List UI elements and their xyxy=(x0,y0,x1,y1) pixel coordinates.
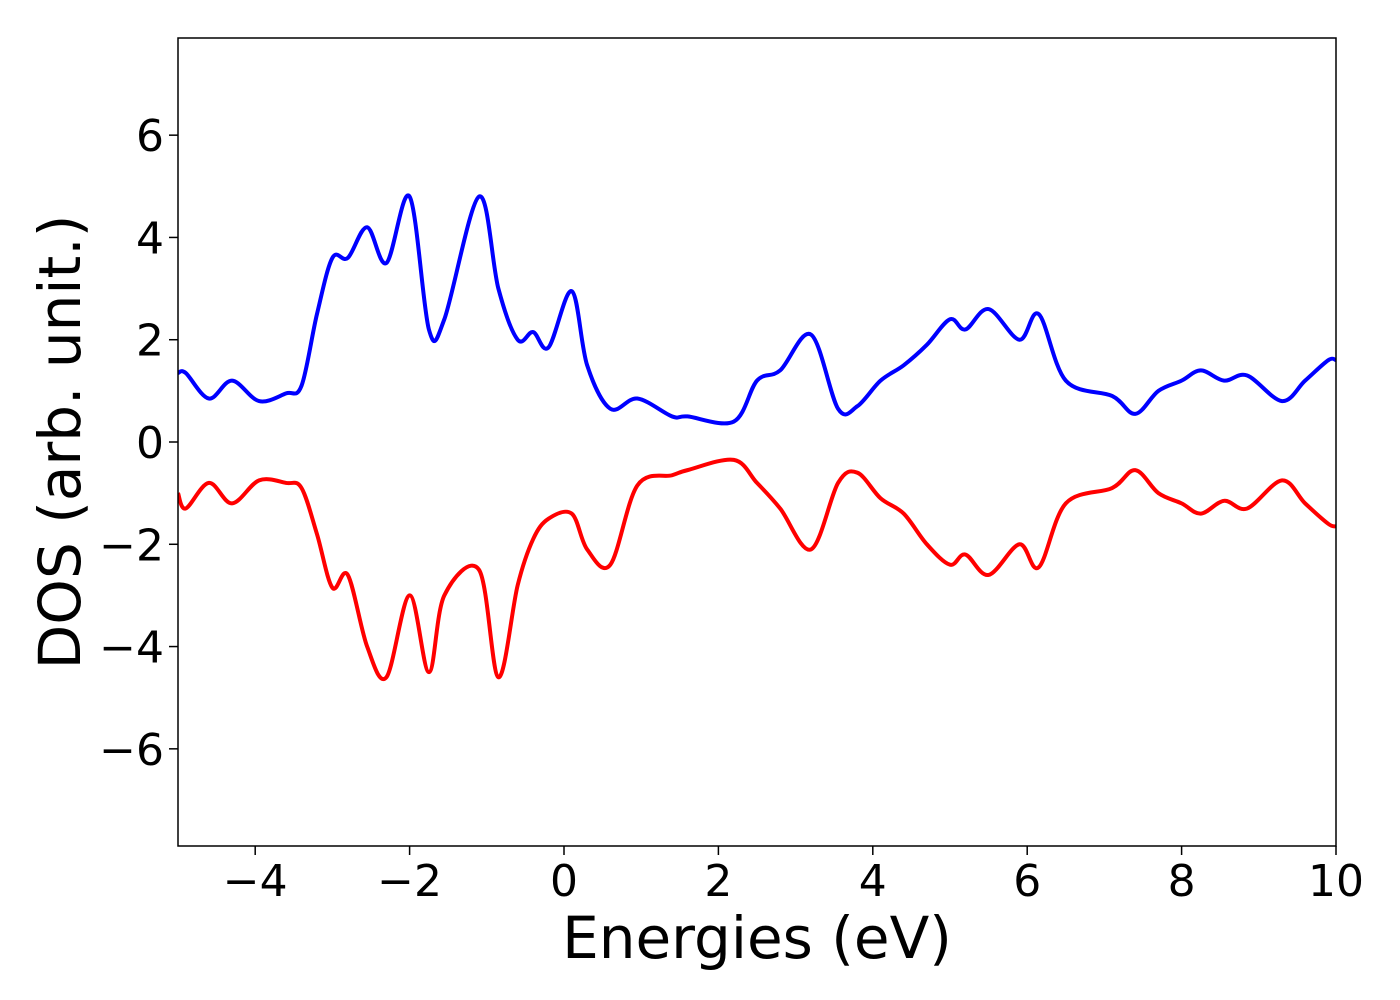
y-tick-label: 4 xyxy=(136,213,164,264)
x-tick-label: 4 xyxy=(859,856,887,907)
y-axis-label: DOS (arb. unit.) xyxy=(26,215,94,670)
x-axis-label: Energies (eV) xyxy=(562,904,952,972)
x-tick-label: 6 xyxy=(1013,856,1041,907)
dos-line xyxy=(178,457,1336,682)
x-tick-label: −2 xyxy=(377,856,442,907)
x-tick-label: 8 xyxy=(1168,856,1196,907)
x-tick-label: 2 xyxy=(704,856,732,907)
y-tick-label: −2 xyxy=(99,520,164,571)
y-tick-label: 6 xyxy=(136,111,164,162)
x-tick-label: 10 xyxy=(1308,856,1364,907)
y-tick-label: −4 xyxy=(99,623,164,674)
x-tick-label: −4 xyxy=(223,856,288,907)
y-tick-label: −6 xyxy=(99,725,164,776)
dos-line xyxy=(178,193,1336,426)
plot-frame xyxy=(177,37,1337,847)
y-tick-label: 0 xyxy=(136,418,164,469)
y-tick-label: 2 xyxy=(136,316,164,367)
x-tick-label: 0 xyxy=(550,856,578,907)
